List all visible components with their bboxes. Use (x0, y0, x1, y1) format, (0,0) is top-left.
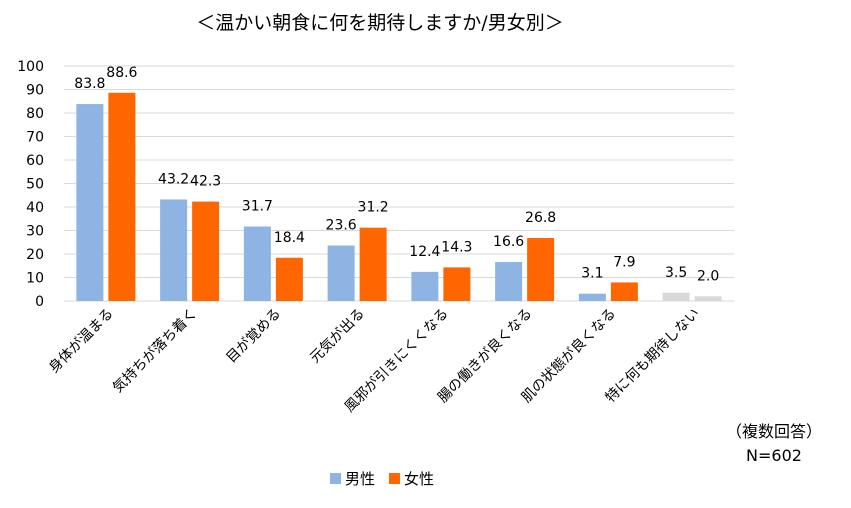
chart-title: ＜温かい朝食に何を期待しますか/男女別＞ (196, 12, 564, 34)
data-label: 88.6 (106, 65, 137, 81)
bar-female (527, 238, 555, 301)
chart-note: （複数回答） N=602 (726, 420, 822, 468)
legend-item-male: 男性 (330, 468, 375, 489)
bar-female (192, 201, 220, 301)
bar-female (275, 257, 303, 301)
data-label: 18.4 (274, 230, 305, 246)
bar-female (108, 92, 136, 301)
bar-female (443, 267, 471, 301)
data-label: 12.4 (409, 244, 440, 260)
data-label: 83.8 (74, 76, 105, 92)
y-tick-label: 40 (26, 200, 44, 216)
y-tick-label: 70 (26, 130, 44, 146)
sample-size-note: N=602 (746, 446, 802, 465)
category-label: 気持ちが落ち着く (110, 306, 201, 397)
y-tick-label: 90 (26, 83, 44, 99)
y-tick-label: 80 (26, 106, 44, 122)
bar-female (359, 227, 387, 301)
bar-male (495, 261, 523, 301)
bar-male (327, 245, 355, 301)
data-label: 16.6 (493, 234, 524, 250)
y-tick-label: 50 (26, 177, 44, 193)
data-label: 43.2 (158, 171, 189, 187)
bar-male (578, 293, 606, 301)
bar-male (76, 104, 104, 301)
bar-male (160, 199, 188, 301)
bar-male (243, 226, 271, 301)
legend-swatch-male (330, 473, 341, 484)
y-tick-label: 100 (17, 59, 44, 75)
category-label: 腸の働きが良くなる (435, 306, 535, 406)
data-label: 7.9 (613, 254, 635, 270)
data-label: 26.8 (525, 210, 556, 226)
bar-male (411, 271, 439, 301)
y-tick-label: 20 (26, 247, 44, 263)
data-label: 3.5 (665, 265, 687, 281)
data-label: 14.3 (441, 239, 472, 255)
category-label: 肌の状態が良くなる (519, 306, 619, 406)
category-label: 特に何も期待しない (603, 306, 703, 406)
data-label: 23.6 (326, 218, 357, 234)
y-tick-label: 30 (26, 224, 44, 240)
bar-female (610, 282, 638, 301)
multiple-answers-note: （複数回答） (726, 422, 823, 441)
legend-item-female: 女性 (389, 468, 434, 489)
category-label: 元気が出る (307, 306, 368, 367)
y-tick-label: 10 (26, 271, 44, 287)
data-label: 3.1 (581, 266, 603, 282)
data-label: 31.7 (242, 199, 273, 215)
bar-female (694, 296, 722, 301)
data-label: 42.3 (190, 174, 221, 190)
category-label: 身体が温まる (46, 306, 117, 377)
data-label: 31.2 (358, 200, 389, 216)
category-label: 目が覚める (223, 306, 284, 367)
legend-label-female: 女性 (404, 470, 435, 488)
legend-swatch-female (389, 473, 401, 484)
data-label: 2.0 (697, 268, 719, 284)
y-tick-label: 0 (35, 294, 44, 310)
legend: 男性 女性 (330, 468, 434, 489)
legend-label-male: 男性 (345, 470, 376, 488)
y-tick-label: 60 (26, 153, 44, 169)
bar-male (662, 292, 690, 301)
